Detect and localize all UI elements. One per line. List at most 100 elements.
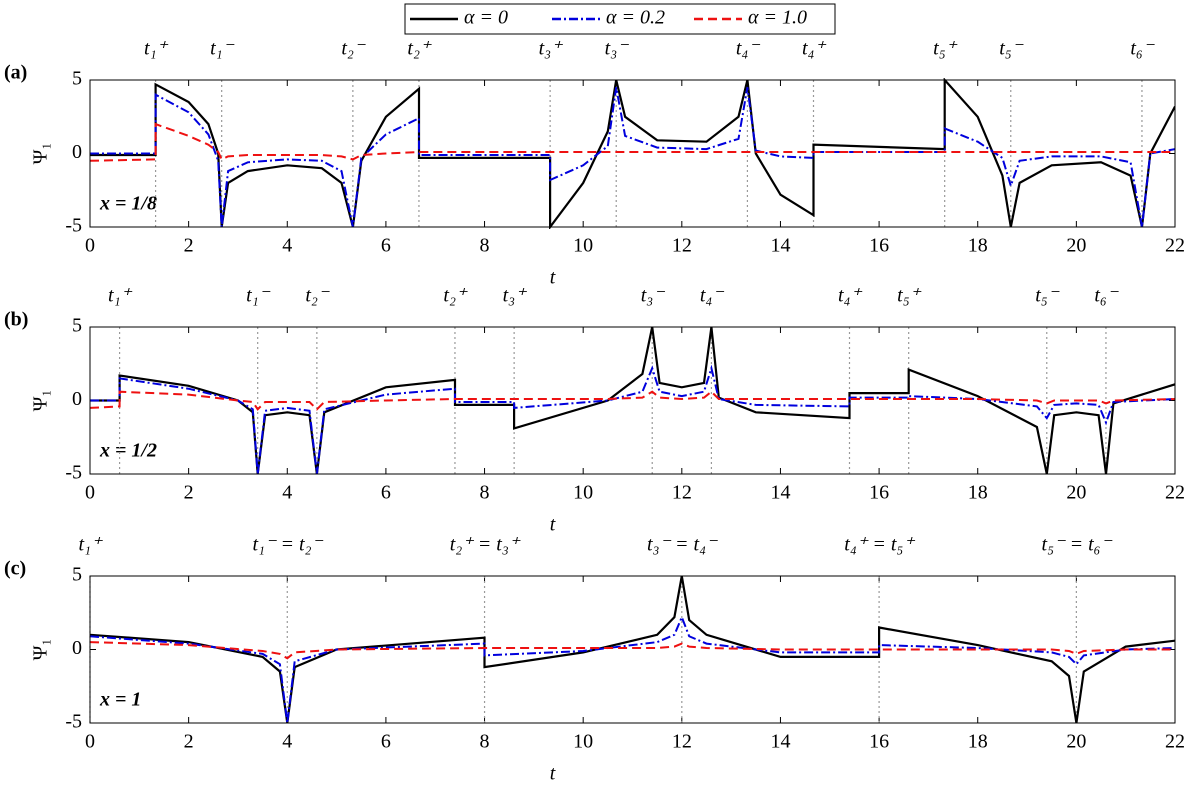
x-tick-label: 12 <box>672 482 692 504</box>
x-tick-label: 18 <box>968 235 988 257</box>
series-line <box>90 614 1175 724</box>
x-tick-label: 10 <box>573 235 593 257</box>
y-axis-label: Ψ₁ <box>30 390 52 412</box>
x-tick-label: 0 <box>85 482 95 504</box>
legend-label: α = 0 <box>464 7 508 29</box>
annotation: x = 1/8 <box>99 193 157 215</box>
x-tick-label: 12 <box>672 731 692 753</box>
x-tick-label: 22 <box>1165 482 1185 504</box>
x-tick-label: 0 <box>85 731 95 753</box>
x-tick-label: 16 <box>869 235 889 257</box>
x-tick-label: 14 <box>770 482 790 504</box>
event-label: t₄⁻ <box>700 285 725 307</box>
y-tick-label: 0 <box>72 637 82 659</box>
x-tick-label: 10 <box>573 482 593 504</box>
series-line <box>90 641 1175 660</box>
y-axis-label: Ψ₁ <box>30 143 52 165</box>
event-label: t₅⁻ <box>999 38 1024 60</box>
x-tick-label: 6 <box>381 235 391 257</box>
panel-label: (a) <box>4 62 27 84</box>
event-label: t₂⁻ <box>341 38 366 60</box>
y-tick-label: 0 <box>72 141 82 163</box>
x-tick-label: 16 <box>869 731 889 753</box>
x-tick-label: 18 <box>968 482 988 504</box>
event-label: t₁⁺ <box>108 285 133 307</box>
event-label: t₄⁺ <box>802 38 827 60</box>
x-axis-label: t <box>550 763 556 785</box>
x-tick-label: 8 <box>480 235 490 257</box>
x-tick-label: 8 <box>480 482 490 504</box>
x-tick-label: 6 <box>381 482 391 504</box>
event-label: t₅⁻ <box>1035 285 1060 307</box>
series-line <box>90 364 1175 475</box>
x-tick-label: 22 <box>1165 731 1185 753</box>
legend-label: α = 1.0 <box>748 7 807 29</box>
panel-label: (b) <box>4 309 28 331</box>
event-label: t₂⁺ <box>443 285 468 307</box>
event-label: t₂⁻ <box>305 285 330 307</box>
x-tick-label: 20 <box>1066 482 1086 504</box>
event-label: t₃⁻ <box>605 38 630 60</box>
annotation: x = 1 <box>99 689 141 711</box>
event-label: t₂⁺ = t₃⁺ <box>450 534 521 556</box>
x-tick-label: 4 <box>282 235 292 257</box>
event-label: t₅⁺ <box>897 285 922 307</box>
x-axis-label: t <box>550 514 556 536</box>
x-tick-label: 18 <box>968 731 988 753</box>
event-label: t₂⁺ <box>407 38 432 60</box>
event-label: t₃⁻ = t₄⁻ <box>647 534 718 556</box>
x-tick-label: 8 <box>480 731 490 753</box>
x-tick-label: 2 <box>184 482 194 504</box>
x-tick-label: 2 <box>184 235 194 257</box>
axes-box <box>89 575 1176 724</box>
series-line <box>90 122 1175 162</box>
event-label: t₁⁻ <box>246 285 271 307</box>
event-label: t₃⁺ <box>503 285 528 307</box>
y-tick-label: -5 <box>65 711 82 733</box>
event-label: t₁⁻ = t₂⁻ <box>252 534 323 556</box>
y-tick-label: 0 <box>72 388 82 410</box>
event-label: t₄⁻ <box>736 38 761 60</box>
x-tick-label: 4 <box>282 482 292 504</box>
event-label: t₄⁺ = t₅⁺ <box>844 534 915 556</box>
annotation: x = 1/2 <box>99 440 157 462</box>
event-label: t₅⁺ <box>933 38 958 60</box>
x-tick-label: 14 <box>770 731 790 753</box>
x-tick-label: 22 <box>1165 235 1185 257</box>
event-label: t₃⁻ <box>641 285 666 307</box>
series-line <box>90 390 1175 411</box>
event-label: t₄⁺ <box>838 285 863 307</box>
panel-label: (c) <box>4 558 26 580</box>
event-label: t₆⁻ <box>1094 285 1119 307</box>
series-line <box>90 78 1175 229</box>
y-tick-label: 5 <box>72 315 82 337</box>
legend-label: α = 0.2 <box>606 7 665 29</box>
x-tick-label: 14 <box>770 235 790 257</box>
x-tick-label: 20 <box>1066 731 1086 753</box>
axes-box <box>89 79 1176 228</box>
event-label: t₆⁻ <box>1130 38 1155 60</box>
x-tick-label: 2 <box>184 731 194 753</box>
legend-box <box>404 3 836 35</box>
y-axis-label: Ψ₁ <box>30 639 52 661</box>
event-label: t₁⁺ <box>144 38 169 60</box>
event-label: t₃⁺ <box>539 38 564 60</box>
y-tick-label: -5 <box>65 215 82 237</box>
event-label: t₁⁻ <box>210 38 235 60</box>
y-tick-label: -5 <box>65 462 82 484</box>
x-tick-label: 16 <box>869 482 889 504</box>
x-tick-label: 20 <box>1066 235 1086 257</box>
series-line <box>90 87 1175 228</box>
axes-box <box>89 326 1176 475</box>
event-label: t₅⁻ = t₆⁻ <box>1042 534 1113 556</box>
y-tick-label: 5 <box>72 68 82 90</box>
x-tick-label: 10 <box>573 731 593 753</box>
x-axis-label: t <box>550 267 556 289</box>
x-tick-label: 4 <box>282 731 292 753</box>
x-tick-label: 12 <box>672 235 692 257</box>
y-tick-label: 5 <box>72 564 82 586</box>
event-label: t₁⁺ <box>78 534 103 556</box>
x-tick-label: 6 <box>381 731 391 753</box>
x-tick-label: 0 <box>85 235 95 257</box>
